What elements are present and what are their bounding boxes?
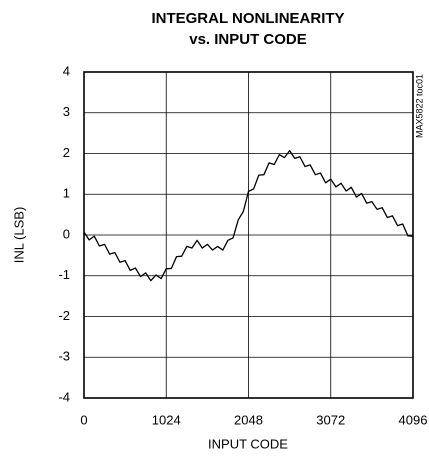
y-tick-label: -4 (58, 389, 70, 404)
y-tick-label: 2 (63, 145, 70, 160)
x-axis-label: INPUT CODE (208, 436, 288, 451)
y-tick-label: 4 (63, 63, 70, 78)
data-line (83, 149, 414, 282)
x-tick-label: 4096 (399, 412, 428, 427)
chart-subtitle: vs. INPUT CODE (189, 31, 307, 48)
x-tick-label: 2048 (234, 412, 263, 427)
y-tick-label: -1 (58, 267, 70, 282)
x-tick-label: 3072 (316, 412, 345, 427)
y-tick-label: 3 (63, 104, 70, 119)
y-tick-label: -3 (58, 349, 70, 364)
x-tick-label: 1024 (152, 412, 181, 427)
annotation: MAX5822 toc01 (414, 74, 424, 138)
x-tick-label: 0 (80, 412, 87, 427)
chart-title: INTEGRAL NONLINEARITY (151, 10, 344, 27)
y-tick-label: 0 (63, 226, 70, 241)
y-tick-label: -2 (58, 308, 70, 323)
plot-frame (83, 71, 414, 399)
y-axis-label: INL (LSB) (11, 207, 26, 264)
y-tick-label: 1 (63, 186, 70, 201)
